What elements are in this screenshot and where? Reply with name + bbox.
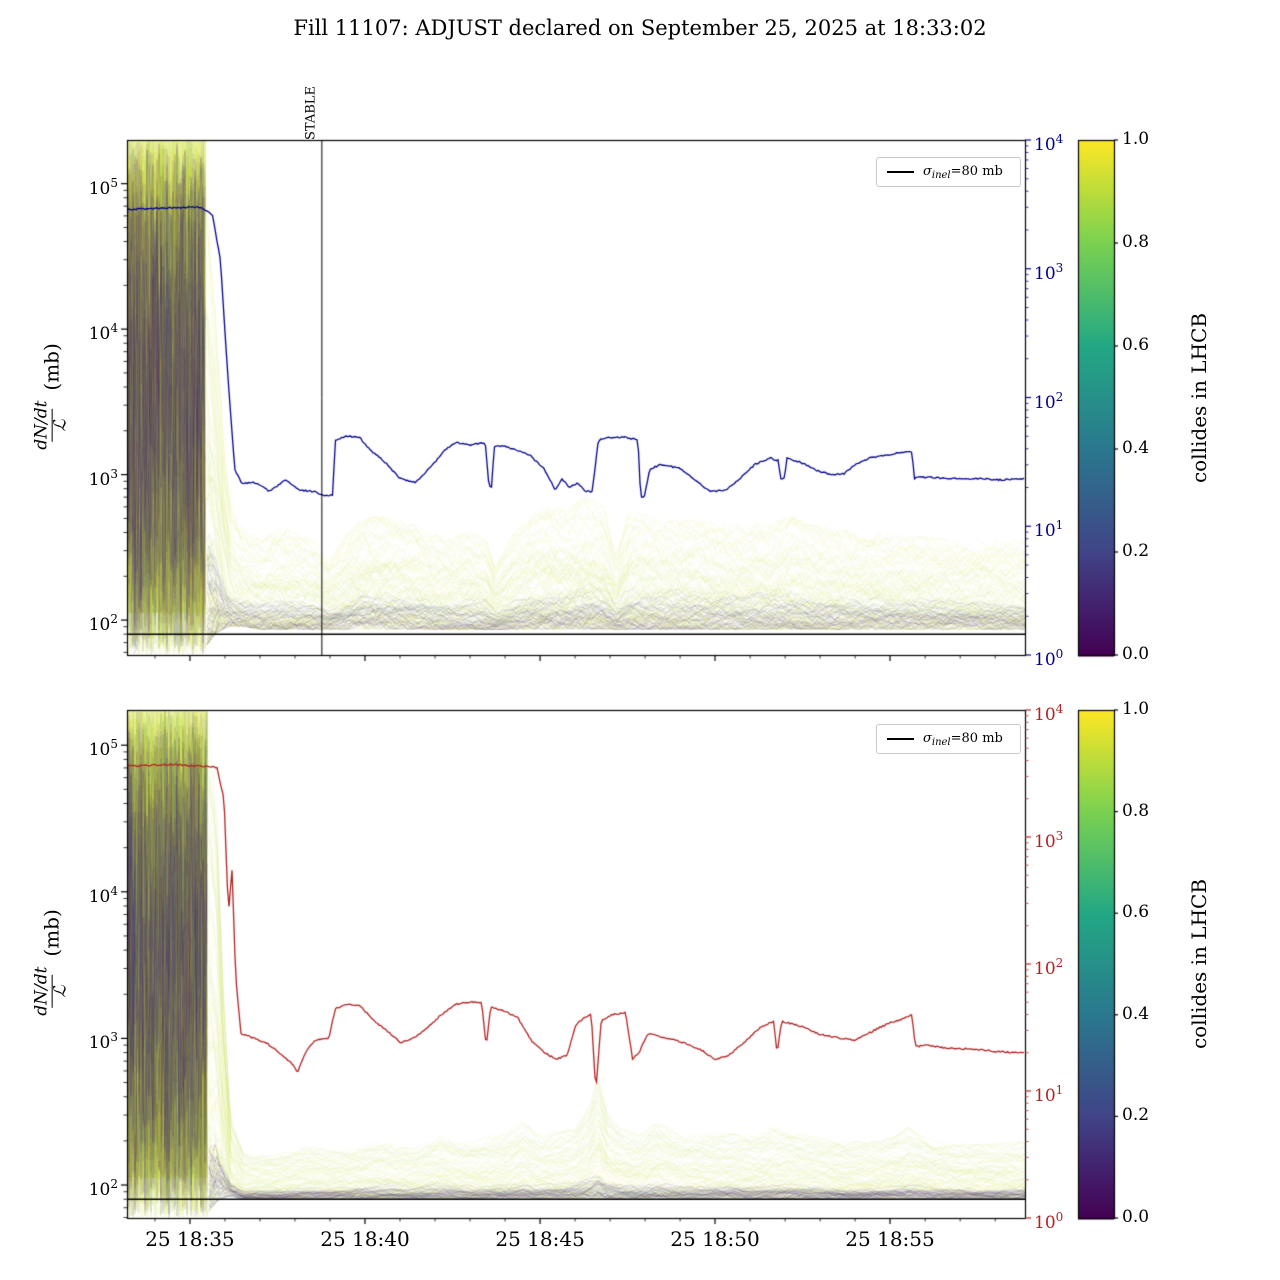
right-tick-label: 101 [1034,518,1064,542]
y-axis-label: dN/dt ℒ (mb) [31,909,71,1019]
x-tick-label: 25 18:50 [670,1227,760,1251]
x-tick-label: 25 18:45 [495,1227,585,1251]
left-tick-label: 103 [88,466,118,490]
left-tick-label: 104 [88,321,118,345]
x-tick-label: 25 18:40 [320,1227,410,1251]
y-axis-label-denominator: ℒ [51,975,71,1008]
right-tick-label: 100 [1034,647,1064,670]
y-axis-label-numerator: dN/dt [31,966,52,1016]
legend: σinel=80 mb [876,724,1021,754]
figure-title: Fill 11107: ADJUST declared on September… [293,16,987,40]
right-tick-label: 101 [1034,1083,1064,1106]
left-tick-label: 105 [88,175,118,199]
legend-line-icon [887,738,914,740]
colorbar-tick-label: 1.0 [1122,699,1150,719]
colorbar-tick-label: 0.6 [1122,335,1150,355]
y-axis-label-unit: (mb) [40,342,64,391]
colorbar-label: collides in LHCB [1187,312,1211,483]
y-axis-label-denominator: ℒ [51,408,71,441]
colorbar-tick-label: 0.0 [1122,644,1150,664]
stable-line-label: STABLE [303,86,319,140]
colorbar-tick-label: 0.8 [1122,800,1150,821]
x-tick-label: 25 18:35 [145,1227,235,1251]
colorbar-label: collides in LHCB [1187,878,1211,1050]
right-tick-label: 100 [1034,1210,1064,1233]
left-tick-label: 102 [88,1177,118,1200]
y-axis-label: dN/dt ℒ (mb) [31,342,71,453]
left-tick-label: 103 [88,1030,118,1054]
right-tick-label: 103 [1034,260,1064,284]
colorbar-tick-label: 0.8 [1122,232,1150,252]
left-tick-label: 104 [88,883,118,907]
legend-label: σinel=80 mb [923,730,1003,748]
left-tick-label: 105 [88,737,118,761]
colorbar-tick-label: 1.0 [1122,129,1150,149]
y-axis-label-numerator: dN/dt [31,400,52,450]
right-tick-label: 104 [1034,702,1064,725]
colorbar-tick-label: 0.2 [1122,541,1150,561]
x-tick-label: 25 18:55 [845,1227,935,1251]
colorbar-tick-label: 0.6 [1122,902,1150,923]
right-tick-label: 102 [1034,389,1064,413]
left-tick-label: 102 [88,612,118,636]
y-axis-label-unit: (mb) [40,909,64,957]
colorbar-tick-label: 0.2 [1122,1105,1150,1126]
right-tick-label: 102 [1034,956,1064,979]
right-tick-label: 103 [1034,829,1064,852]
legend-label: σinel=80 mb [923,163,1003,181]
legend: σinel=80 mb [876,157,1021,187]
legend-line-icon [887,171,914,173]
colorbar-tick-label: 0.4 [1122,1003,1150,1024]
right-tick-label: 104 [1034,132,1064,155]
colorbar-tick-label: 0.0 [1122,1207,1150,1227]
colorbar-tick-label: 0.4 [1122,438,1150,458]
